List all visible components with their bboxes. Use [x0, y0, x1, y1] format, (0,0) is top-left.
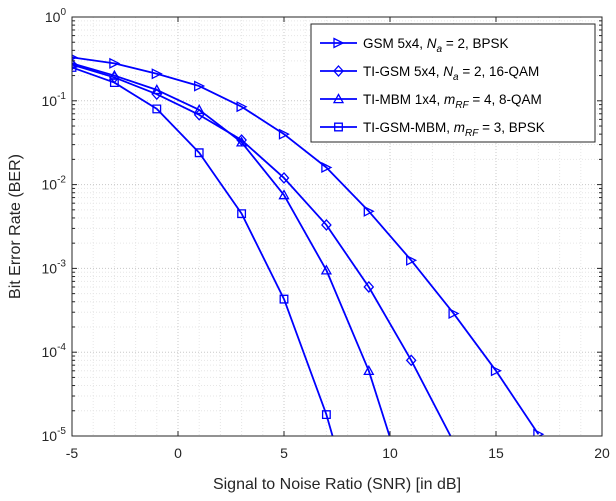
x-tick-label: 0: [174, 445, 182, 461]
legend-label: TI-GSM-MBM, mRF = 3, BPSK: [363, 120, 545, 139]
axis-ticks: [71, 16, 603, 437]
legend: GSM 5x4, Na = 2, BPSK TI-GSM 5x4, Na = 2,…: [310, 23, 596, 143]
data-point-marker: [72, 63, 77, 72]
data-point-marker: [321, 410, 331, 420]
data-point-marker: [237, 209, 247, 219]
y-tick-label: 10-1: [42, 91, 67, 109]
data-point-marker: [151, 68, 163, 80]
legend-entry-1: GSM 5x4, Na = 2, BPSK: [320, 36, 509, 55]
series-1: [72, 54, 545, 436]
y-tick-label: 100: [45, 7, 67, 25]
data-point-marker: [235, 136, 248, 147]
legend-label: TI-GSM 5x4, Na = 2, 16-QAM: [363, 64, 539, 83]
data-point-marker: [406, 254, 418, 266]
data-point-marker: [193, 104, 205, 115]
legend-label: TI-MBM 1x4, mRF = 4, 8-QAM: [363, 92, 542, 111]
x-tick-label: 20: [594, 445, 610, 461]
series-line: [72, 56, 540, 435]
data-point-marker: [236, 134, 247, 147]
data-point-marker: [109, 57, 121, 69]
data-point-marker: [533, 428, 545, 436]
x-tick-label: 15: [488, 445, 504, 461]
series-layer: [72, 54, 545, 436]
data-point-marker: [278, 189, 290, 200]
series-line: [72, 62, 391, 436]
legend-entry-4: TI-GSM-MBM, mRF = 3, BPSK: [320, 120, 545, 139]
x-tick-labels: -5 0 5 10 15 20: [66, 445, 610, 461]
legend-label: GSM 5x4, Na = 2, BPSK: [363, 36, 509, 55]
y-tick-labels: 10-5 10-4 10-3 10-2 10-1 100: [42, 7, 67, 444]
x-tick-label: 5: [280, 445, 288, 461]
data-point-marker: [363, 205, 375, 217]
y-tick-label: 10-4: [42, 342, 67, 360]
data-point-marker: [236, 101, 248, 113]
data-point-marker: [152, 104, 162, 114]
series-4: [72, 63, 334, 436]
data-point-marker: [151, 84, 163, 95]
data-point-marker: [321, 161, 333, 174]
x-axis-label: Signal to Noise Ratio (SNR) [in dB]: [213, 476, 461, 493]
data-point-marker: [72, 57, 78, 68]
legend-marker: [332, 93, 345, 104]
data-point-marker: [194, 148, 204, 158]
data-point-marker: [278, 128, 290, 140]
data-point-marker: [363, 281, 375, 293]
x-tick-label: 10: [382, 445, 398, 461]
y-tick-label: 10-3: [42, 258, 67, 276]
data-point-marker: [279, 294, 289, 304]
legend-box: [310, 23, 596, 143]
data-point-marker: [194, 80, 206, 92]
data-point-marker: [490, 365, 502, 377]
data-point-marker: [405, 354, 417, 367]
data-point-marker: [448, 307, 460, 320]
y-tick-label: 10-5: [42, 426, 67, 444]
y-axis-label: Bit Error Rate (BER): [7, 154, 24, 299]
legend-marker: [333, 65, 344, 77]
plot-frame: [71, 16, 603, 437]
legend-entry-3: TI-MBM 1x4, mRF = 4, 8-QAM: [320, 92, 542, 111]
data-point-marker: [320, 264, 333, 275]
legend-marker: [334, 122, 343, 132]
series-line: [72, 63, 452, 436]
data-point-marker: [321, 218, 332, 231]
y-tick-label: 10-2: [42, 175, 67, 193]
series-line: [72, 66, 334, 436]
data-point-marker: [151, 88, 163, 101]
legend-marker: [333, 37, 345, 49]
data-point-marker: [278, 171, 290, 184]
data-point-marker: [109, 78, 119, 88]
data-point-marker: [363, 364, 375, 376]
x-tick-label: -5: [66, 445, 79, 461]
legend-entry-2: TI-GSM 5x4, Na = 2, 16-QAM: [320, 64, 539, 83]
